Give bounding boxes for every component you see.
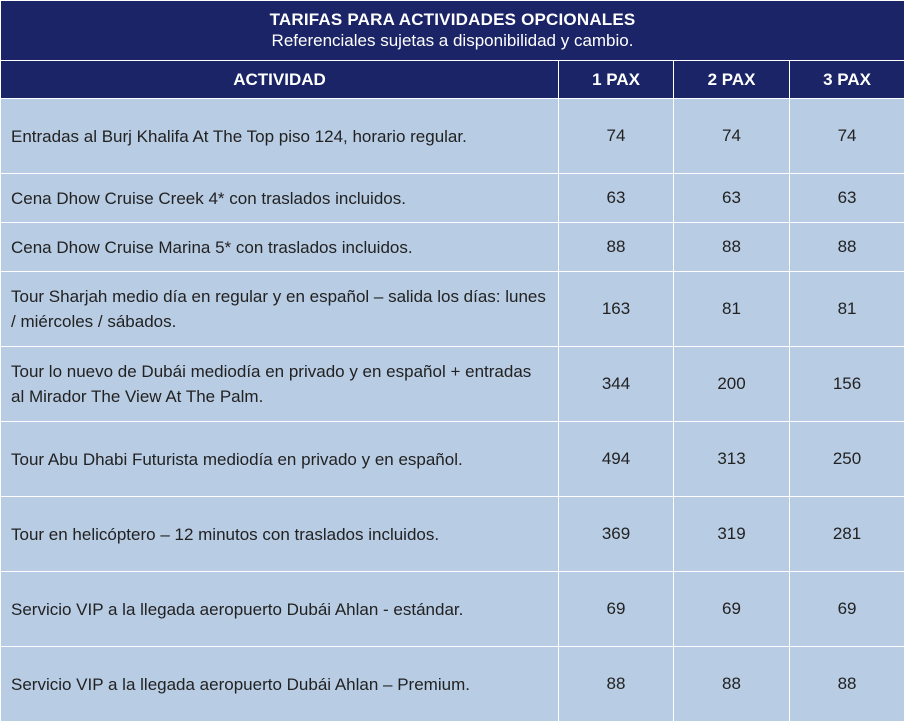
price-1-pax: 494 (558, 421, 674, 497)
price-3-pax: 74 (788, 98, 906, 174)
activity-cell: Servicio VIP a la llegada aeropuerto Dub… (0, 571, 559, 647)
column-header-row: ACTIVIDAD 1 PAX 2 PAX 3 PAX (0, 60, 906, 99)
price-2-pax: 313 (673, 421, 790, 497)
price-3-pax: 81 (788, 271, 906, 347)
table-title: TARIFAS PARA ACTIVIDADES OPCIONALES (269, 9, 636, 29)
price-2-pax: 88 (673, 222, 790, 272)
price-2-pax: 319 (673, 496, 790, 572)
price-1-pax: 63 (558, 173, 674, 223)
table-row: Tour lo nuevo de Dubái mediodía en priva… (0, 346, 906, 422)
price-1-pax: 74 (558, 98, 674, 174)
price-1-pax: 69 (558, 571, 674, 647)
activity-cell: Tour Sharjah medio día en regular y en e… (0, 271, 559, 347)
price-2-pax: 63 (673, 173, 790, 223)
table-row: Tour Abu Dhabi Futurista mediodía en pri… (0, 421, 906, 497)
table-row: Cena Dhow Cruise Creek 4* con traslados … (0, 173, 906, 223)
column-header-1-pax: 1 PAX (558, 60, 674, 99)
price-2-pax: 74 (673, 98, 790, 174)
column-header-2-pax: 2 PAX (673, 60, 790, 99)
price-2-pax: 200 (673, 346, 790, 422)
price-1-pax: 163 (558, 271, 674, 347)
table-row: Entradas al Burj Khalifa At The Top piso… (0, 98, 906, 174)
price-1-pax: 369 (558, 496, 674, 572)
activity-cell: Cena Dhow Cruise Creek 4* con traslados … (0, 173, 559, 223)
price-2-pax: 88 (673, 646, 790, 722)
table-title-cell: TARIFAS PARA ACTIVIDADES OPCIONALES Refe… (0, 0, 906, 61)
activity-cell: Tour Abu Dhabi Futurista mediodía en pri… (0, 421, 559, 497)
activity-cell: Tour en helicóptero – 12 minutos con tra… (0, 496, 559, 572)
activity-cell: Entradas al Burj Khalifa At The Top piso… (0, 98, 559, 174)
price-3-pax: 88 (788, 646, 906, 722)
table-row: Tour Sharjah medio día en regular y en e… (0, 271, 906, 347)
price-2-pax: 69 (673, 571, 790, 647)
price-1-pax: 88 (558, 646, 674, 722)
activity-cell: Tour lo nuevo de Dubái mediodía en priva… (0, 346, 559, 422)
price-3-pax: 69 (788, 571, 906, 647)
price-3-pax: 250 (788, 421, 906, 497)
price-1-pax: 88 (558, 222, 674, 272)
price-3-pax: 88 (788, 222, 906, 272)
table-subtitle: Referenciales sujetas a disponibilidad y… (271, 30, 634, 50)
price-2-pax: 81 (673, 271, 790, 347)
table-row: Servicio VIP a la llegada aeropuerto Dub… (0, 571, 906, 647)
table-row: Tour en helicóptero – 12 minutos con tra… (0, 496, 906, 572)
column-header-actividad: ACTIVIDAD (0, 60, 559, 99)
price-3-pax: 156 (788, 346, 906, 422)
activity-cell: Cena Dhow Cruise Marina 5* con traslados… (0, 222, 559, 272)
table-row: Cena Dhow Cruise Marina 5* con traslados… (0, 222, 906, 272)
price-3-pax: 63 (788, 173, 906, 223)
activity-cell: Servicio VIP a la llegada aeropuerto Dub… (0, 646, 559, 722)
price-3-pax: 281 (788, 496, 906, 572)
price-1-pax: 344 (558, 346, 674, 422)
column-header-3-pax: 3 PAX (788, 60, 906, 99)
table-row: Servicio VIP a la llegada aeropuerto Dub… (0, 646, 906, 722)
